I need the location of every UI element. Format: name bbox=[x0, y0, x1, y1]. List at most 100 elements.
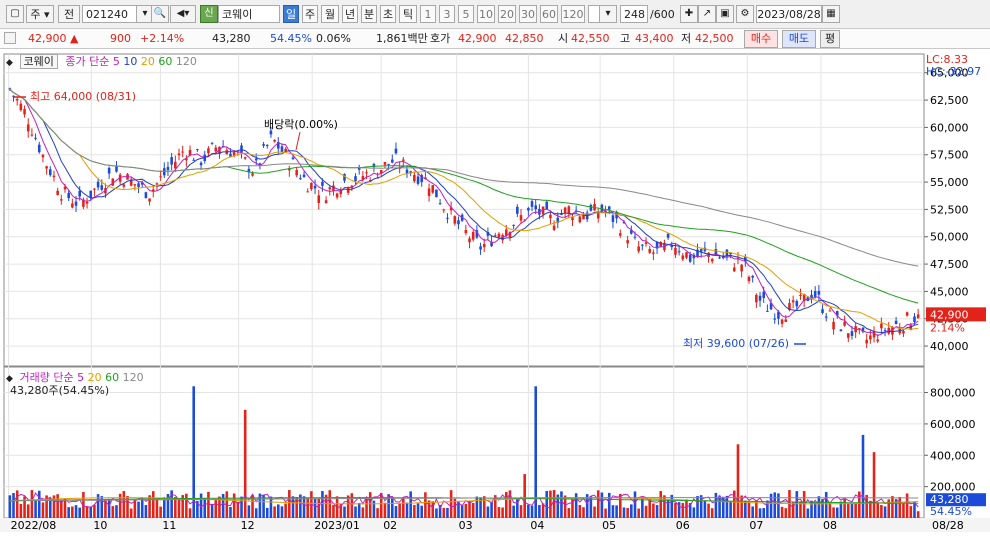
candle-body bbox=[512, 224, 515, 226]
candle-body bbox=[541, 206, 545, 215]
volume-bar bbox=[655, 505, 659, 518]
month-label: 02 bbox=[383, 519, 397, 532]
candle-body bbox=[357, 167, 361, 170]
volume-bar bbox=[82, 492, 85, 518]
volume-bar bbox=[391, 497, 394, 518]
interval-5[interactable]: 5 bbox=[458, 5, 474, 23]
volume-tick-label: 800,000 bbox=[930, 387, 976, 400]
buy-button[interactable]: 매수 bbox=[744, 30, 778, 48]
candle-body bbox=[865, 339, 868, 344]
candle-body bbox=[493, 235, 497, 237]
sell-button[interactable]: 매도 bbox=[782, 30, 816, 48]
candle-body bbox=[699, 249, 703, 252]
interval-dropdown-icon[interactable]: ▾ bbox=[599, 5, 617, 23]
draw-tool-icon[interactable]: ↗ bbox=[698, 5, 716, 23]
interval-30[interactable]: 30 bbox=[519, 5, 537, 23]
candle-body bbox=[306, 191, 309, 193]
candle-body bbox=[725, 249, 729, 257]
candle-body bbox=[567, 206, 571, 215]
interval-10[interactable]: 10 bbox=[477, 5, 495, 23]
market-select[interactable]: 주 ▾ bbox=[26, 5, 54, 23]
volume-bar bbox=[284, 503, 287, 518]
stock-code-input[interactable]: 021240 bbox=[82, 5, 148, 23]
settings-icon[interactable]: ⚙ bbox=[736, 5, 754, 23]
volume-bar bbox=[505, 492, 508, 518]
volume-bar bbox=[93, 504, 96, 518]
high-annotation: 최고 64,000 (08/31) bbox=[30, 90, 136, 103]
volume-bar bbox=[52, 495, 56, 518]
volume-bar bbox=[858, 491, 861, 518]
interval-120[interactable]: 120 bbox=[561, 5, 585, 23]
volume-bar bbox=[519, 505, 523, 518]
volume-bar bbox=[762, 508, 765, 518]
volume-bar bbox=[26, 504, 30, 518]
calendar-icon[interactable]: ▦ bbox=[822, 5, 840, 23]
candle-body bbox=[379, 170, 383, 174]
window-icon[interactable]: ▢ bbox=[6, 5, 24, 23]
volume-bar bbox=[181, 495, 184, 518]
stock-name[interactable]: 코웨이 bbox=[218, 5, 280, 23]
quote-bar: 42,900 ▲ 900 +2.14% 43,280 54.45% 0.06% … bbox=[0, 29, 990, 49]
volume-bar bbox=[302, 496, 306, 518]
volume-bar bbox=[15, 490, 19, 518]
trade-value: 1,861백만 bbox=[376, 32, 428, 45]
interval-20[interactable]: 20 bbox=[498, 5, 516, 23]
tab-second[interactable]: 초 bbox=[380, 5, 396, 23]
candle-body bbox=[670, 245, 674, 248]
candle-body bbox=[464, 229, 468, 234]
candle-body bbox=[648, 248, 651, 253]
volume-bars bbox=[8, 386, 920, 518]
stock-chart[interactable]: 65,000 62,500 60,000 57,500 55,000 52,500 50,0… bbox=[0, 50, 990, 543]
volume-legend-icon[interactable]: ◆ bbox=[6, 374, 13, 384]
volume-bar bbox=[236, 501, 240, 518]
checkbox-icon[interactable] bbox=[4, 32, 16, 44]
candle-body bbox=[850, 331, 854, 336]
volume-bar bbox=[243, 409, 247, 518]
interval-60[interactable]: 60 bbox=[540, 5, 558, 23]
volume-bar bbox=[232, 493, 236, 518]
candle-body bbox=[247, 168, 251, 173]
count-input[interactable]: 248 bbox=[620, 5, 648, 23]
search-icon[interactable]: 🔍 bbox=[151, 5, 169, 23]
tab-day[interactable]: 일 bbox=[283, 5, 299, 23]
candle-body bbox=[273, 139, 276, 142]
legend-ma5: 5 bbox=[112, 55, 120, 68]
open-price: 42,550 bbox=[571, 32, 610, 45]
candle-body bbox=[269, 130, 273, 135]
volume-bar bbox=[600, 492, 604, 518]
volume-bar bbox=[585, 494, 589, 518]
volume-tick-label: 400,000 bbox=[930, 449, 976, 462]
legend-stock-name[interactable]: 코웨이 bbox=[19, 54, 58, 69]
tab-minute[interactable]: 분 bbox=[361, 5, 377, 23]
prev-button[interactable]: 전 bbox=[58, 5, 80, 23]
volume-value: 43,280 bbox=[212, 32, 251, 45]
volume-bar bbox=[424, 492, 427, 518]
volume-bar bbox=[111, 506, 115, 518]
crosshair-icon[interactable]: ✚ bbox=[680, 5, 698, 23]
volume-bar bbox=[240, 496, 243, 518]
volume-bar bbox=[563, 495, 567, 518]
volume-bar bbox=[589, 496, 593, 518]
candle-body bbox=[916, 314, 920, 319]
price-tick-label: 57,500 bbox=[930, 149, 969, 162]
toolbar: ▢ 주 ▾ 전 021240 ▾ 🔍 ◀▾ 신 코웨이 일 주 월 년 분 초 … bbox=[0, 0, 990, 29]
legend-ma10: 10 bbox=[123, 55, 138, 68]
eval-button[interactable]: 평 bbox=[820, 30, 840, 48]
tab-month[interactable]: 월 bbox=[321, 5, 339, 23]
interval-1[interactable]: 1 bbox=[420, 5, 436, 23]
candle-body bbox=[475, 230, 479, 238]
sound-icon[interactable]: ◀▾ bbox=[170, 5, 196, 23]
volume-bar bbox=[813, 502, 817, 518]
date-input[interactable]: 2023/08/28 bbox=[756, 5, 822, 23]
save-icon[interactable]: ▣ bbox=[716, 5, 734, 23]
tab-week[interactable]: 주 bbox=[302, 5, 318, 23]
candle-body bbox=[802, 293, 806, 302]
candle-body bbox=[457, 220, 460, 225]
interval-3[interactable]: 3 bbox=[439, 5, 455, 23]
legend-toggle-icon[interactable]: ◆ bbox=[6, 58, 13, 68]
volume-bar bbox=[174, 496, 177, 518]
tab-year[interactable]: 년 bbox=[342, 5, 358, 23]
candle-body bbox=[181, 151, 184, 153]
volume-bar bbox=[354, 506, 357, 518]
tab-tick[interactable]: 틱 bbox=[399, 5, 417, 23]
